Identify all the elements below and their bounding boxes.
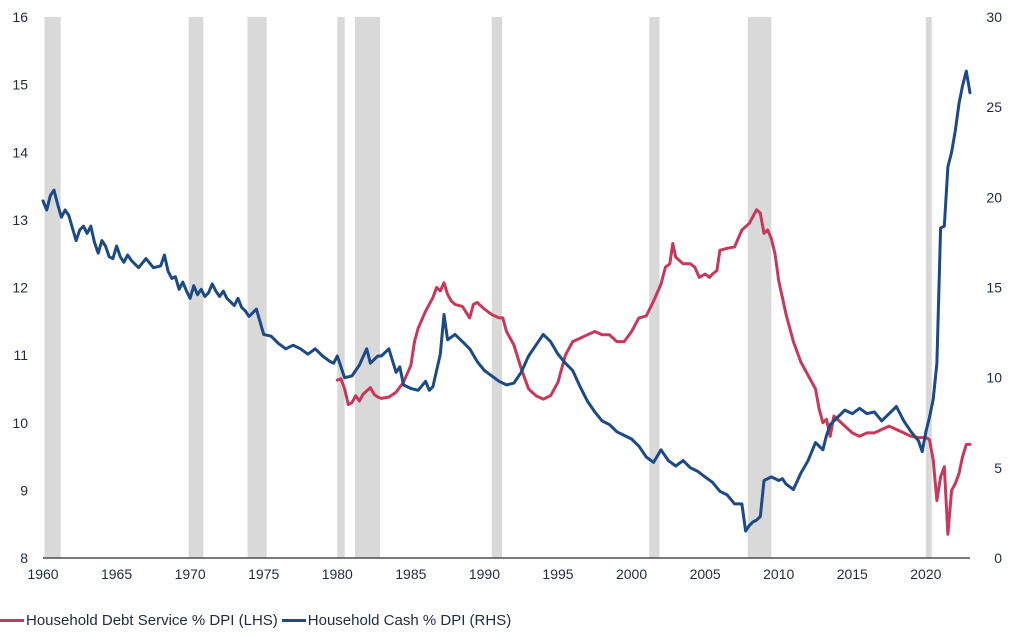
x-tick-label-1970: 1970 <box>175 566 206 582</box>
tick-labels: 1960 1965 1970 1975 1980 1985 1990 1995 2000 2005… <box>12 9 1002 582</box>
y-right-tick-label-0: 0 <box>994 550 1002 566</box>
legend-label-debt-service: Household Debt Service % DPI (LHS) <box>26 611 278 629</box>
recession-band-5 <box>491 17 503 558</box>
legend-label-cash: Household Cash % DPI (RHS) <box>307 611 512 629</box>
x-tick-label-1980: 1980 <box>322 566 353 582</box>
legend-item-debt-service: Household Debt Service % DPI (LHS) <box>0 612 278 629</box>
recession-band-2 <box>247 17 267 558</box>
recession-band-4 <box>354 17 380 558</box>
x-tick-label-1960: 1960 <box>27 566 58 582</box>
legend-swatch-cash <box>281 618 306 622</box>
y-left-tick-label-8: 8 <box>20 550 28 566</box>
y-right-tick-label-5: 5 <box>994 460 1002 476</box>
recession-band-0 <box>44 17 61 558</box>
x-tick-label-2000: 2000 <box>616 566 647 582</box>
y-left-tick-label-10: 10 <box>12 415 28 431</box>
legend: Household Debt Service % DPI (LHS) House… <box>0 608 515 632</box>
y-left-tick-label-16: 16 <box>12 9 28 25</box>
y-left-tick-label-12: 12 <box>12 280 28 296</box>
x-tick-label-1985: 1985 <box>395 566 426 582</box>
recession-band-6 <box>649 17 660 558</box>
x-tick-label-1975: 1975 <box>248 566 279 582</box>
x-tick-label-1990: 1990 <box>469 566 500 582</box>
series-line-cash <box>41 69 972 533</box>
x-tick-label-1995: 1995 <box>542 566 573 582</box>
y-right-tick-label-30: 30 <box>986 9 1002 25</box>
y-right-tick-label-25: 25 <box>986 99 1002 115</box>
recession-band-3 <box>337 17 345 558</box>
x-tick-label-2010: 2010 <box>763 566 794 582</box>
y-left-tick-label-9: 9 <box>20 482 28 498</box>
y-right-tick-label-15: 15 <box>986 280 1002 296</box>
recession-bands <box>44 17 932 558</box>
y-right-tick-label-10: 10 <box>986 370 1002 386</box>
y-right-tick-label-20: 20 <box>986 189 1002 205</box>
y-left-tick-label-13: 13 <box>12 212 28 228</box>
x-tick-label-1965: 1965 <box>101 566 132 582</box>
legend-swatch-debt-service <box>0 618 24 622</box>
x-tick-label-2015: 2015 <box>837 566 868 582</box>
y-left-tick-label-14: 14 <box>12 144 28 160</box>
x-tick-label-2005: 2005 <box>690 566 721 582</box>
line-chart: 1960 1965 1970 1975 1980 1985 1990 1995 2000 2005… <box>12 9 1002 582</box>
y-left-tick-label-15: 15 <box>12 77 28 93</box>
recession-band-7 <box>747 17 772 558</box>
y-left-tick-label-11: 11 <box>13 347 28 363</box>
series-line-debt-service <box>335 208 972 536</box>
recession-band-8 <box>925 17 932 558</box>
legend-item-cash: Household Cash % DPI (RHS) <box>281 611 512 629</box>
x-tick-label-2020: 2020 <box>910 566 941 582</box>
series-lines <box>41 69 972 536</box>
